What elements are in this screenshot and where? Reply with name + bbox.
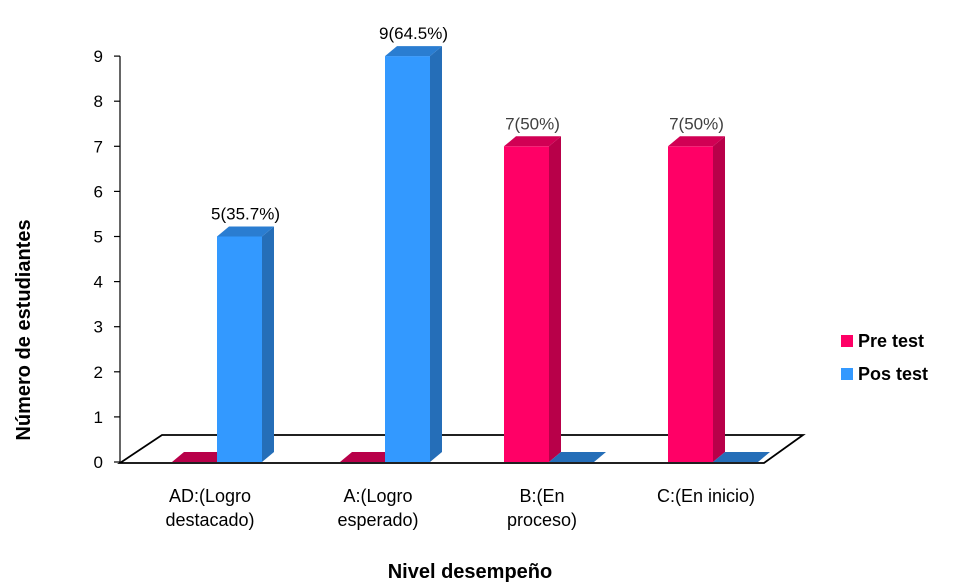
bar-pre-test-1 — [172, 452, 229, 462]
y-tick-label: 3 — [94, 318, 103, 337]
y-tick-label: 0 — [94, 453, 103, 472]
y-tick-label: 8 — [94, 92, 103, 111]
y-tick-label: 1 — [94, 408, 103, 427]
bar-pre-test-3 — [504, 136, 561, 463]
bars — [172, 46, 770, 463]
floor-plane — [117, 434, 806, 464]
x-category-label: C:(En inicio) — [657, 486, 755, 506]
y-tick-label: 9 — [94, 47, 103, 66]
x-axis-categories: AD:(Logro destacado) A:(Logro esperado) B:(E… — [165, 486, 755, 530]
legend-item-pre-test: Pre test — [841, 331, 924, 351]
y-axis: 0 1 2 3 4 5 6 7 8 9 — [94, 47, 121, 472]
bar-pos-test-3 — [549, 452, 606, 462]
legend-item-pos-test: Pos test — [841, 364, 928, 384]
y-tick-label: 6 — [94, 182, 103, 201]
bar-pre-test-2 — [340, 452, 397, 462]
bar-pre-test-4 — [668, 136, 725, 463]
y-tick-label: 7 — [94, 137, 103, 156]
legend-label: Pre test — [858, 331, 924, 351]
data-label: 7(50%) — [669, 114, 724, 133]
x-category-label: A:(Logro esperado) — [337, 486, 418, 530]
legend-swatch — [841, 335, 853, 347]
y-tick-label: 5 — [94, 228, 103, 247]
x-axis-title: Nivel desempeño — [388, 561, 553, 583]
x-category-label: B:(En proceso) — [507, 486, 577, 530]
y-tick-label: 2 — [94, 363, 103, 382]
chart-floor — [117, 434, 806, 464]
legend: Pre test Pos test — [841, 331, 928, 384]
legend-label: Pos test — [858, 364, 928, 384]
x-category-label: AD:(Logro destacado) — [165, 486, 254, 530]
y-axis-title: Número de estudiantes — [13, 219, 35, 440]
legend-swatch — [841, 368, 853, 380]
data-label: 5(35.7%) — [211, 205, 280, 224]
bar-pos-test-1 — [217, 226, 274, 462]
data-label: 9(64.5%) — [379, 24, 448, 43]
data-label: 7(50%) — [505, 114, 560, 133]
bar-pos-test-4 — [713, 452, 770, 462]
data-labels: 5(35.7%) 9(64.5%) 7(50%) 7(50%) — [211, 24, 724, 223]
bar-pos-test-2 — [385, 46, 442, 462]
y-tick-label: 4 — [94, 273, 103, 292]
